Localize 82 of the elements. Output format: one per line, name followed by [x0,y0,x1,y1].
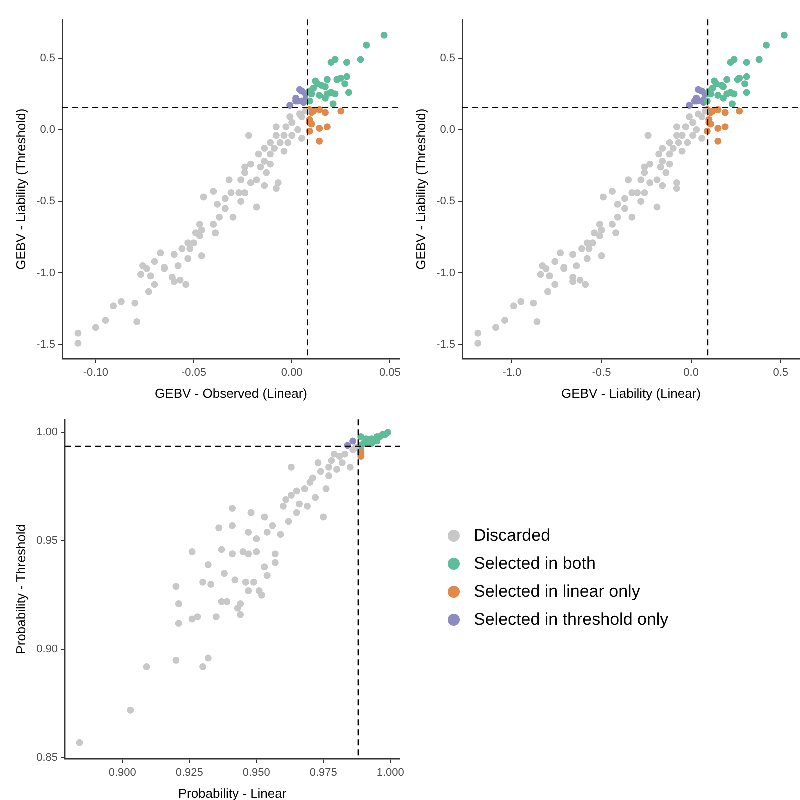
y-axis-title: GEBV - Liability (Threshold) [413,108,428,270]
y-tick-label: 1.00 [36,426,58,439]
x-tick-label: 0.05 [379,366,401,379]
point [763,42,770,49]
point [724,76,731,84]
y-tick-label: 0.0 [40,124,56,136]
legend-label: Selected in threshold only [474,610,669,630]
x-tick-label: -0.10 [83,366,108,379]
point [350,438,357,445]
x-tick-label: 0.5 [773,366,788,379]
point [743,89,750,96]
point [709,84,716,92]
point [743,59,750,66]
point [286,102,294,110]
y-tick-label: -1.0 [36,267,56,280]
legend-label: Selected in linear only [474,582,640,602]
point [316,138,324,145]
y-tick-label: 0.5 [440,52,456,64]
point [742,80,749,88]
point [756,56,763,64]
point [363,42,370,49]
point [743,73,750,80]
point [728,100,736,108]
y-tick-label: -0.5 [436,196,456,208]
point [714,92,722,100]
y-tick-label: -1.5 [436,338,456,351]
point [714,125,722,132]
point [316,106,324,114]
point [310,84,318,92]
x-tick-label: -0.5 [592,366,612,379]
x-tick-label: -0.05 [181,366,207,379]
x-tick-label: 0.0 [684,366,699,379]
point [316,125,324,132]
point [338,74,345,82]
y-axis-title: GEBV - Liability (Threshold) [13,108,28,270]
point [380,32,388,39]
point [358,433,365,440]
x-axis-title: GEBV - Observed (Linear) [155,386,308,401]
x-tick-label: 1.000 [376,766,404,779]
point [720,94,728,102]
point [344,73,351,80]
point [780,32,788,39]
y-axis-title: Probability - Threshold [13,524,28,654]
point [722,109,729,116]
point [727,59,734,66]
x-axis-title: GEBV - Liability (Linear) [562,386,702,401]
point [338,108,345,115]
y-tick-label: 0.0 [440,124,456,136]
x-tick-label: 0.900 [108,766,136,779]
y-tick-label: 0.90 [36,644,58,656]
y-tick-label: 0.95 [36,535,58,548]
point [345,89,352,96]
point [332,90,339,98]
legend-label: Discarded [474,526,551,546]
y-tick-label: -1.5 [36,338,56,351]
point [384,429,392,436]
point [686,102,693,110]
point [730,90,738,98]
x-tick-label: 0.975 [310,766,338,779]
y-tick-label: 0.5 [40,52,56,64]
point [357,56,364,64]
x-tick-label: 0.00 [281,366,303,379]
point [330,100,337,108]
point [316,92,324,100]
y-tick-label: 0.85 [36,752,58,764]
point [722,124,729,131]
point [344,59,351,66]
point [324,124,331,131]
point [736,108,744,115]
point [322,83,329,90]
point [714,138,722,145]
point [328,59,335,66]
y-tick-label: -0.5 [36,196,56,208]
point [322,109,329,116]
point [308,90,316,98]
x-tick-label: 0.925 [176,766,204,779]
x-tick-label: -1.0 [502,366,522,379]
point [324,76,331,84]
y-tick-label: -1.0 [436,267,456,280]
point [342,80,349,88]
legend-label: Selected in both [474,554,596,574]
x-tick-label: 0.950 [242,766,270,779]
